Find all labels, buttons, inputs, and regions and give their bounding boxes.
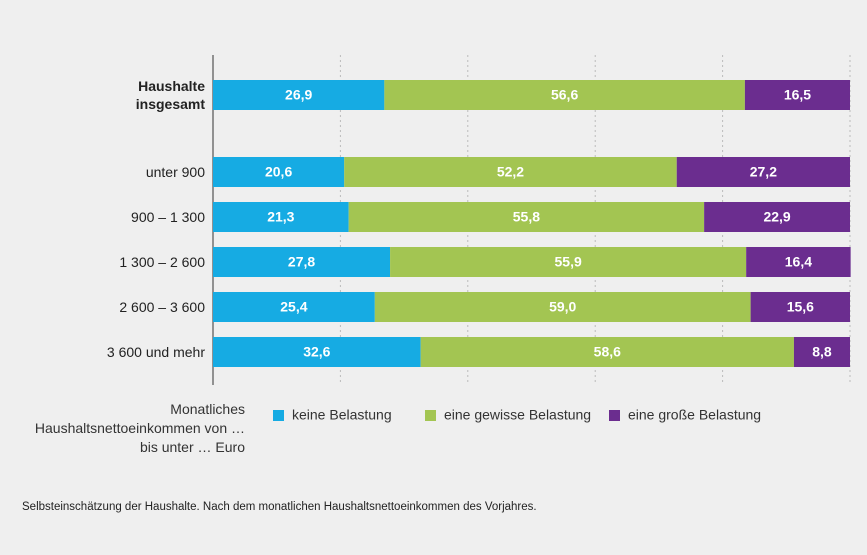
bar-segment xyxy=(348,202,705,232)
data-label: 16,4 xyxy=(785,254,812,270)
data-label: 26,9 xyxy=(285,87,312,103)
bar-segment xyxy=(344,157,677,187)
legend-swatch xyxy=(273,410,284,421)
data-label: 25,4 xyxy=(280,299,307,315)
data-label: 21,3 xyxy=(267,209,294,225)
data-label: 15,6 xyxy=(787,299,814,315)
legend-label: eine große Belastung xyxy=(628,407,761,423)
data-label: 52,2 xyxy=(497,164,524,180)
footnote: Selbsteinschätzung der Haushalte. Nach d… xyxy=(22,501,537,513)
legend-label: eine gewisse Belastung xyxy=(444,407,591,423)
data-label: 56,6 xyxy=(551,87,578,103)
data-label: 55,9 xyxy=(555,254,582,270)
y-tick-label: unter 900 xyxy=(145,164,205,180)
data-label: 27,2 xyxy=(750,164,777,180)
legend-swatch xyxy=(609,410,620,421)
bar-segment xyxy=(420,337,794,367)
bar-segment xyxy=(213,337,421,367)
data-label: 58,6 xyxy=(594,344,621,360)
bar-segment xyxy=(676,157,850,187)
data-label: 55,8 xyxy=(513,209,540,225)
bar-segment xyxy=(374,292,751,322)
bar-segment xyxy=(384,80,745,110)
bar-segment xyxy=(744,80,850,110)
legend-title: Monatliches Haushaltsnettoeinkommen von … xyxy=(34,401,245,455)
data-label: 8,8 xyxy=(812,344,832,360)
y-tick-label: 1 300 – 2 600 xyxy=(119,254,205,270)
data-label: 16,5 xyxy=(784,87,811,103)
bar-segment xyxy=(213,202,349,232)
y-tick-label: 2 600 – 3 600 xyxy=(119,299,205,315)
bar-segment xyxy=(704,202,850,232)
bar-segment xyxy=(213,80,385,110)
data-label: 32,6 xyxy=(303,344,330,360)
data-label: 59,0 xyxy=(549,299,576,315)
bar-segment xyxy=(793,337,850,367)
data-label: 20,6 xyxy=(265,164,292,180)
bar-segment xyxy=(750,292,850,322)
y-tick-label: 900 – 1 300 xyxy=(131,209,205,225)
y-tick-label: 3 600 und mehr xyxy=(106,344,205,360)
bar-segment xyxy=(746,247,851,277)
legend-swatch xyxy=(425,410,436,421)
bar-segment xyxy=(213,292,375,322)
bar-segment xyxy=(213,157,345,187)
legend-label: keine Belastung xyxy=(292,407,392,423)
data-label: 27,8 xyxy=(288,254,315,270)
bar-segment xyxy=(213,247,391,277)
bar-segment xyxy=(390,247,747,277)
y-tick-label: Haushalte insgesamt xyxy=(135,78,205,112)
data-label: 22,9 xyxy=(763,209,790,225)
